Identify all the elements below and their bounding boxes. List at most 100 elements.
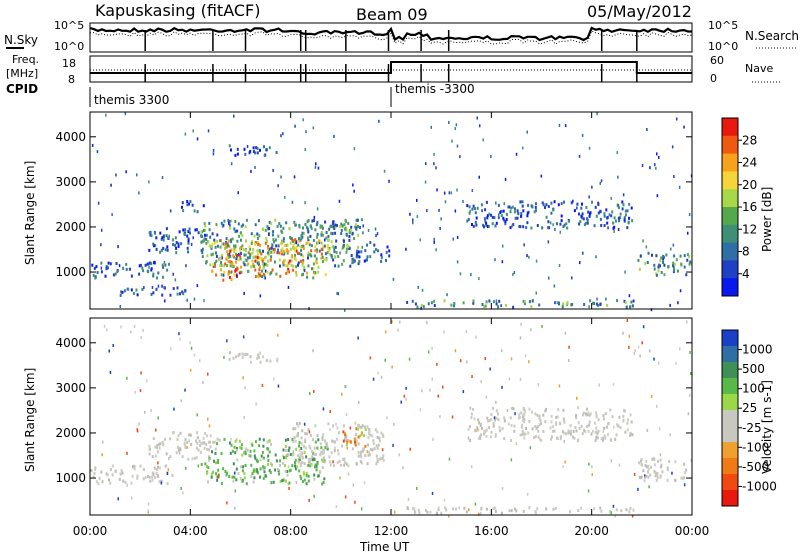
data-cell-0-221 (298, 223, 301, 227)
data-cell-0-192 (205, 237, 208, 241)
data-cell-1-907 (308, 430, 311, 434)
data-cell-0-1191 (268, 232, 270, 236)
data-cell-0-907 (520, 212, 523, 215)
data-cell-0-1272 (455, 123, 458, 127)
data-cell-0-821 (565, 302, 568, 306)
data-cell-0-422 (262, 249, 264, 253)
data-cell-1-781 (483, 429, 486, 433)
data-cell-0-484 (275, 272, 278, 276)
data-cell-0-795 (556, 301, 559, 305)
data-cell-1-1106 (168, 457, 170, 461)
data-cell-1-2 (142, 477, 145, 481)
data-cell-0-1111 (671, 145, 674, 149)
data-cell-1-835 (659, 465, 662, 469)
data-cell-0-1346 (454, 127, 456, 131)
data-cell-0-937 (550, 201, 553, 205)
data-cell-1-329 (324, 446, 327, 450)
data-cell-1-592 (562, 408, 565, 412)
data-cell-0-659 (291, 238, 294, 242)
data-cell-1-804 (683, 462, 686, 466)
data-cell-0-919 (474, 220, 477, 224)
data-cell-1-1110 (182, 491, 184, 495)
data-cell-0-5 (100, 270, 103, 274)
freq-left-tick-top: 18 (62, 57, 76, 70)
data-cell-0-832 (632, 304, 634, 308)
data-cell-1-866 (500, 511, 503, 515)
data-cell-1-785 (524, 432, 527, 436)
data-cell-1-419 (336, 449, 339, 452)
data-cell-0-335 (258, 263, 260, 266)
data-cell-0-835 (578, 222, 581, 226)
data-cell-0-751 (244, 152, 247, 156)
data-cell-1-924 (590, 432, 592, 436)
data-cell-1-901 (471, 375, 473, 378)
data-cell-1-646 (497, 412, 500, 416)
data-cell-1-999 (675, 361, 677, 365)
data-cell-1-373 (368, 453, 371, 457)
data-cell-1-707 (479, 435, 482, 438)
data-cell-0-671 (295, 246, 298, 250)
data-cell-1-515 (304, 438, 307, 442)
data-cell-1-799 (656, 476, 659, 479)
data-cell-1-1050 (622, 331, 624, 335)
data-cell-0-461 (266, 239, 268, 243)
data-cell-0-375 (243, 253, 246, 257)
noise-panel: N.Sky 10^5 10^0 10^5 10^0 N.Search (4, 19, 799, 53)
data-cell-1-899 (363, 481, 366, 485)
data-cell-1-65 (204, 431, 206, 435)
data-cell-0-233 (228, 223, 231, 227)
data-cell-0-848 (578, 212, 580, 216)
data-cell-0-705 (345, 233, 348, 237)
data-cell-0-994 (628, 216, 631, 220)
data-cell-0-860 (573, 209, 576, 213)
colorbar-tick-label-3: 16 (742, 200, 757, 214)
data-cell-0-773 (406, 300, 409, 304)
data-cell-0-448 (220, 268, 222, 272)
data-cell-1-729 (584, 430, 587, 434)
data-cell-1-530 (361, 431, 363, 435)
data-cell-0-917 (471, 207, 474, 211)
data-cell-0-405 (298, 252, 301, 256)
data-cell-0-217 (298, 225, 301, 229)
data-cell-0-465 (269, 272, 272, 276)
data-cell-1-148 (301, 480, 304, 483)
data-cell-1-51 (97, 482, 100, 486)
data-cell-0-916 (545, 203, 548, 207)
data-cell-0-966 (563, 223, 566, 227)
data-cell-0-1242 (311, 227, 313, 231)
data-cell-0-1300 (416, 215, 419, 219)
data-cell-0-932 (541, 201, 544, 205)
data-cell-1-693 (477, 428, 480, 432)
data-cell-1-968 (369, 356, 372, 360)
data-cell-0-343 (200, 249, 203, 253)
data-cell-1-1115 (166, 472, 169, 475)
data-cell-1-1113 (419, 408, 422, 412)
data-cell-0-647 (255, 275, 257, 278)
data-cell-1-45 (152, 473, 155, 477)
data-cell-0-70 (172, 243, 175, 247)
colorbar-swatch-6 (722, 224, 738, 244)
data-cell-1-1128 (157, 461, 159, 465)
data-cell-0-1277 (174, 278, 177, 282)
data-cell-1-281 (279, 459, 282, 463)
data-cell-0-1054 (686, 253, 689, 257)
data-cell-1-911 (398, 453, 400, 457)
data-cell-0-977 (466, 219, 469, 223)
data-cell-0-787 (492, 300, 495, 304)
data-cell-0-1137 (549, 221, 552, 225)
data-cell-0-675 (295, 270, 298, 274)
data-cell-1-763 (559, 421, 562, 425)
data-cell-0-129 (302, 244, 305, 248)
data-cell-0-68 (160, 248, 163, 252)
data-cell-0-694 (325, 231, 328, 234)
data-cell-0-360 (212, 264, 215, 268)
data-cell-0-146 (277, 244, 280, 248)
data-cell-0-53 (165, 234, 168, 238)
data-cell-1-814 (668, 459, 671, 463)
data-cell-0-982 (622, 203, 625, 207)
data-cell-1-1003 (437, 394, 439, 398)
data-cell-0-894 (526, 214, 529, 218)
data-cell-0-901 (605, 208, 608, 212)
data-cell-1-728 (569, 424, 572, 428)
data-cell-0-650 (256, 249, 259, 253)
